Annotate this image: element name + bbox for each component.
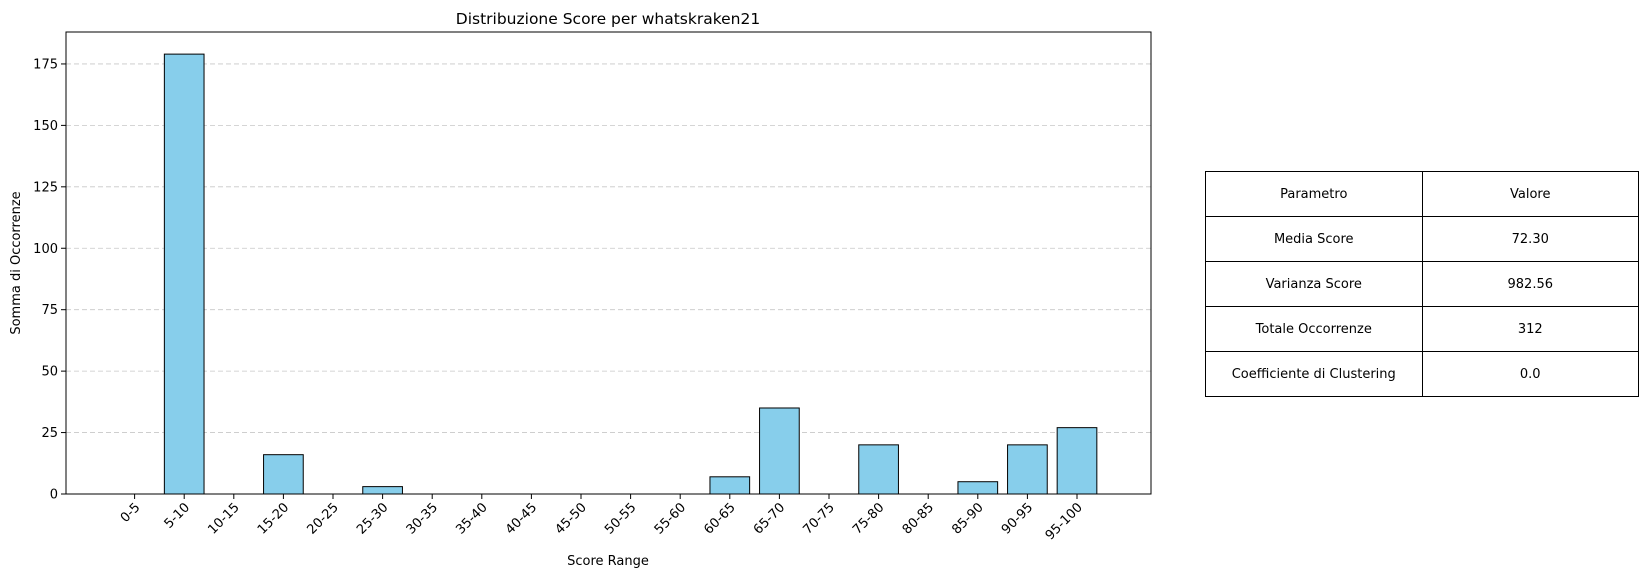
- x-tick-label: 75-80: [850, 500, 887, 537]
- x-tick-label: 50-55: [602, 500, 639, 537]
- x-tick-label: 65-70: [751, 500, 788, 537]
- table-cell-parameter: Media Score: [1205, 216, 1423, 262]
- y-tick-label: 125: [33, 180, 58, 195]
- table-row: Varianza Score 982.56: [1205, 261, 1639, 307]
- x-tick-label: 90-95: [999, 500, 1036, 537]
- chart-title: Distribuzione Score per whatskraken21: [456, 10, 760, 28]
- table-header-cell: Parametro: [1205, 171, 1423, 217]
- x-tick-label: 15-20: [255, 500, 292, 537]
- bar: [1007, 444, 1048, 495]
- bar: [263, 454, 304, 495]
- table-header-cell: Valore: [1421, 171, 1639, 217]
- y-tick-label: 175: [33, 57, 58, 72]
- bar: [709, 476, 751, 495]
- bar: [957, 481, 999, 495]
- x-tick-label: 85-90: [949, 500, 986, 537]
- bars: [163, 53, 1098, 495]
- bar: [858, 444, 899, 495]
- x-tick-label: 20-25: [305, 500, 342, 537]
- bar: [362, 486, 403, 495]
- table-header-row: Parametro Valore: [1205, 171, 1639, 217]
- x-tick-label: 40-45: [503, 500, 540, 537]
- y-axis-label: Somma di Occorrenze: [9, 191, 24, 334]
- table-cell-value: 982.56: [1421, 261, 1639, 307]
- y-tick-label: 0: [50, 488, 58, 503]
- table-row: Coefficiente di Clustering 0.0: [1205, 351, 1639, 397]
- x-tick-label: 80-85: [900, 500, 937, 537]
- x-tick-label: 35-40: [453, 500, 490, 537]
- x-tick-label: 45-50: [553, 500, 590, 537]
- table-cell-value: 72.30: [1421, 216, 1639, 262]
- table-row: Media Score 72.30: [1205, 216, 1639, 262]
- table-row: Totale Occorrenze 312: [1205, 306, 1639, 352]
- bar: [759, 407, 800, 495]
- x-tick-label: 60-65: [701, 500, 738, 537]
- table-cell-parameter: Totale Occorrenze: [1205, 306, 1423, 352]
- y-tick-label: 50: [41, 365, 58, 380]
- x-tick-label: 70-75: [801, 500, 838, 537]
- table-cell-parameter: Varianza Score: [1205, 261, 1423, 307]
- x-tick-label: 10-15: [205, 500, 242, 537]
- y-tick-label: 150: [33, 119, 58, 134]
- table-cell-parameter: Coefficiente di Clustering: [1205, 351, 1423, 397]
- x-tick-label: 30-35: [404, 500, 441, 537]
- stats-table: Parametro Valore Media Score 72.30 Varia…: [1205, 171, 1639, 397]
- x-tick-label: 5-10: [162, 500, 193, 531]
- y-tick-label: 25: [41, 426, 58, 441]
- y-tick-label: 100: [33, 242, 58, 257]
- x-tick-label: 95-100: [1043, 500, 1086, 543]
- x-axis-label: Score Range: [567, 554, 649, 569]
- plot-frame: [65, 31, 1152, 495]
- x-axis: 0-5 5-10 10-15 15-20 20-25 25-30 30-35 35-40 40-…: [118, 494, 1086, 543]
- y-axis: 0 25 50 75 100 125 150 175: [33, 57, 66, 503]
- bar: [163, 53, 205, 495]
- bar-chart: 0 25 50 75 100 125 150 175 0-5 5-10 10-15 15-20 20-…: [9, 10, 1152, 569]
- x-tick-label: 0-5: [118, 500, 144, 526]
- y-tick-label: 75: [41, 303, 58, 318]
- x-tick-label: 55-60: [652, 500, 689, 537]
- grid-lines: [66, 63, 1151, 433]
- bar: [1056, 427, 1098, 495]
- table-cell-value: 312: [1421, 306, 1639, 352]
- x-tick-label: 25-30: [354, 500, 391, 537]
- table-cell-value: 0.0: [1421, 351, 1639, 397]
